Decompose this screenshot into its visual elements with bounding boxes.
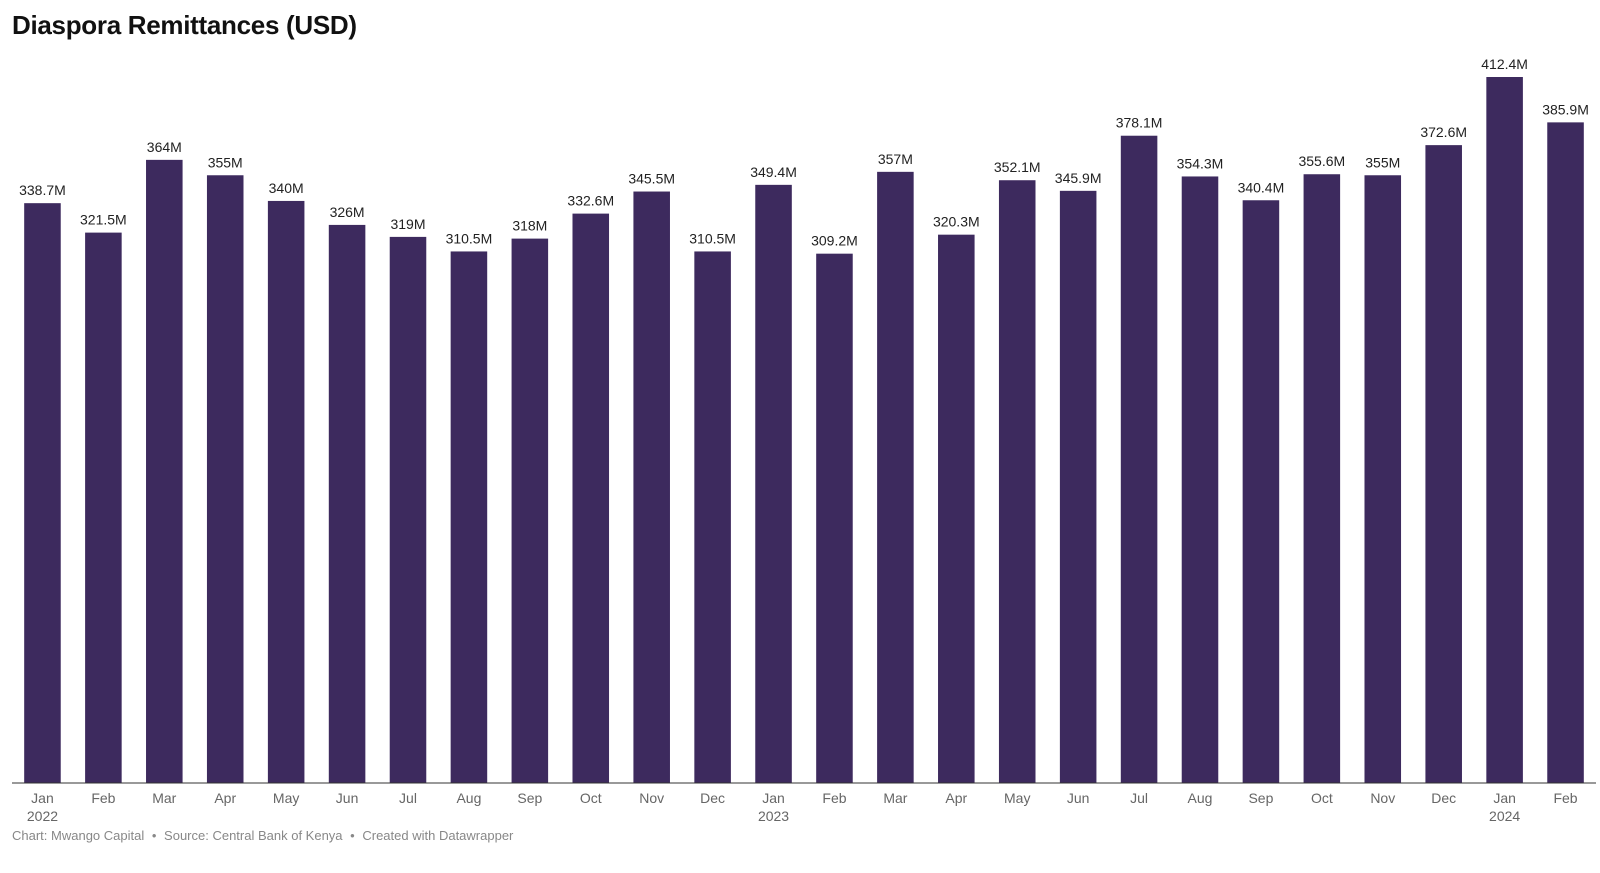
bar bbox=[877, 171, 914, 784]
bar-value-label: 357M bbox=[878, 151, 913, 167]
bars-layer bbox=[24, 77, 1584, 784]
bar-value-label: 355M bbox=[208, 154, 243, 170]
bar bbox=[572, 213, 610, 784]
bar-value-label: 309.2M bbox=[811, 233, 858, 249]
x-tick-label: May bbox=[1004, 790, 1030, 806]
x-tick-label: Jan bbox=[1493, 790, 1516, 806]
x-year-label: 2023 bbox=[758, 808, 789, 824]
bar bbox=[24, 203, 61, 784]
x-tick-label: Dec bbox=[1431, 790, 1456, 806]
bar bbox=[1303, 174, 1341, 784]
value-labels-layer: 338.7M 321.5M 364M 355M 340M 326M 319M 310.5M 31… bbox=[19, 56, 1589, 249]
x-tick-label: Oct bbox=[1311, 790, 1333, 806]
bar-value-label: 345.5M bbox=[628, 171, 675, 187]
x-tick-label: Aug bbox=[1188, 790, 1213, 806]
bar bbox=[1242, 200, 1280, 783]
x-tick-label: Feb bbox=[822, 790, 846, 806]
bar-value-label: 354.3M bbox=[1177, 155, 1224, 171]
bar bbox=[511, 238, 549, 784]
bar-value-label: 318M bbox=[512, 218, 547, 234]
chart-source: Source: Central Bank of Kenya bbox=[164, 828, 343, 843]
x-year-label: 2024 bbox=[1489, 808, 1520, 824]
x-tick-label: Oct bbox=[580, 790, 602, 806]
chart-credit: Chart: Mwango Capital bbox=[12, 828, 145, 843]
chart-title: Diaspora Remittances (USD) bbox=[12, 10, 357, 40]
bar-value-label: 352.1M bbox=[994, 159, 1041, 175]
bar bbox=[816, 253, 853, 784]
bar bbox=[1181, 176, 1219, 783]
footer-separator: • bbox=[350, 828, 355, 843]
x-tick-label: Sep bbox=[517, 790, 542, 806]
bar bbox=[85, 232, 122, 784]
bar-value-label: 310.5M bbox=[446, 230, 493, 246]
x-tick-label: Jun bbox=[336, 790, 359, 806]
x-tick-label: Sep bbox=[1248, 790, 1273, 806]
bar bbox=[146, 159, 183, 784]
bar bbox=[998, 180, 1036, 784]
bar bbox=[694, 251, 731, 783]
bar-value-label: 412.4M bbox=[1481, 56, 1528, 72]
bar-value-label: 332.6M bbox=[567, 193, 614, 209]
bar-value-label: 310.5M bbox=[689, 230, 736, 246]
bar bbox=[1364, 175, 1402, 783]
footer-separator: • bbox=[151, 828, 157, 843]
x-tick-label: Nov bbox=[639, 790, 664, 806]
chart-footer: Chart: Mwango Capital • Source: Central … bbox=[12, 828, 513, 843]
x-tick-label: Feb bbox=[1553, 790, 1577, 806]
bar-value-label: 372.6M bbox=[1420, 124, 1467, 140]
bar-value-label: 338.7M bbox=[19, 182, 66, 198]
bar bbox=[755, 184, 792, 784]
x-tick-label: Jan bbox=[31, 790, 54, 806]
bar-value-label: 385.9M bbox=[1542, 101, 1589, 117]
x-tick-label: Aug bbox=[456, 790, 481, 806]
x-tick-label: Jul bbox=[1130, 790, 1148, 806]
bar bbox=[1486, 77, 1523, 783]
x-tick-label: May bbox=[273, 790, 299, 806]
x-tick-label: Jan bbox=[762, 790, 785, 806]
x-axis-labels: Jan 2022 Feb Mar Apr May Jun Jul Aug Sep Oct Nov Dec… bbox=[27, 790, 1578, 824]
bar-value-label: 326M bbox=[330, 204, 365, 220]
x-tick-label: Feb bbox=[91, 790, 115, 806]
bar-value-label: 319M bbox=[390, 216, 425, 232]
bar-value-label: 349.4M bbox=[750, 164, 797, 180]
bar bbox=[633, 191, 670, 783]
bar bbox=[328, 224, 366, 783]
bar bbox=[1059, 190, 1097, 784]
x-tick-label: Nov bbox=[1370, 790, 1395, 806]
bar-value-label: 340M bbox=[269, 180, 304, 196]
x-tick-label: Dec bbox=[700, 790, 725, 806]
created-with: Created with Datawrapper bbox=[362, 828, 514, 843]
bar bbox=[389, 236, 427, 783]
x-tick-label: Apr bbox=[945, 790, 967, 806]
x-year-label: 2022 bbox=[27, 808, 58, 824]
bar-value-label: 321.5M bbox=[80, 212, 127, 228]
bar bbox=[1425, 145, 1462, 783]
bar-value-label: 355.6M bbox=[1298, 153, 1345, 169]
bar bbox=[206, 175, 244, 783]
x-tick-label: Mar bbox=[152, 790, 176, 806]
bar-value-label: 345.9M bbox=[1055, 170, 1102, 186]
bar bbox=[1120, 135, 1158, 784]
bar-value-label: 320.3M bbox=[933, 214, 980, 230]
x-tick-label: Jul bbox=[399, 790, 417, 806]
bar bbox=[1547, 122, 1584, 784]
bar bbox=[267, 200, 305, 783]
bar-value-label: 364M bbox=[147, 139, 182, 155]
x-tick-label: Apr bbox=[214, 790, 236, 806]
bar-value-label: 340.4M bbox=[1238, 179, 1285, 195]
bar bbox=[938, 234, 975, 784]
bar-value-label: 378.1M bbox=[1116, 115, 1163, 131]
x-tick-label: Jun bbox=[1067, 790, 1090, 806]
bar-value-label: 355M bbox=[1365, 154, 1400, 170]
bar bbox=[450, 251, 488, 783]
x-tick-label: Mar bbox=[883, 790, 907, 806]
